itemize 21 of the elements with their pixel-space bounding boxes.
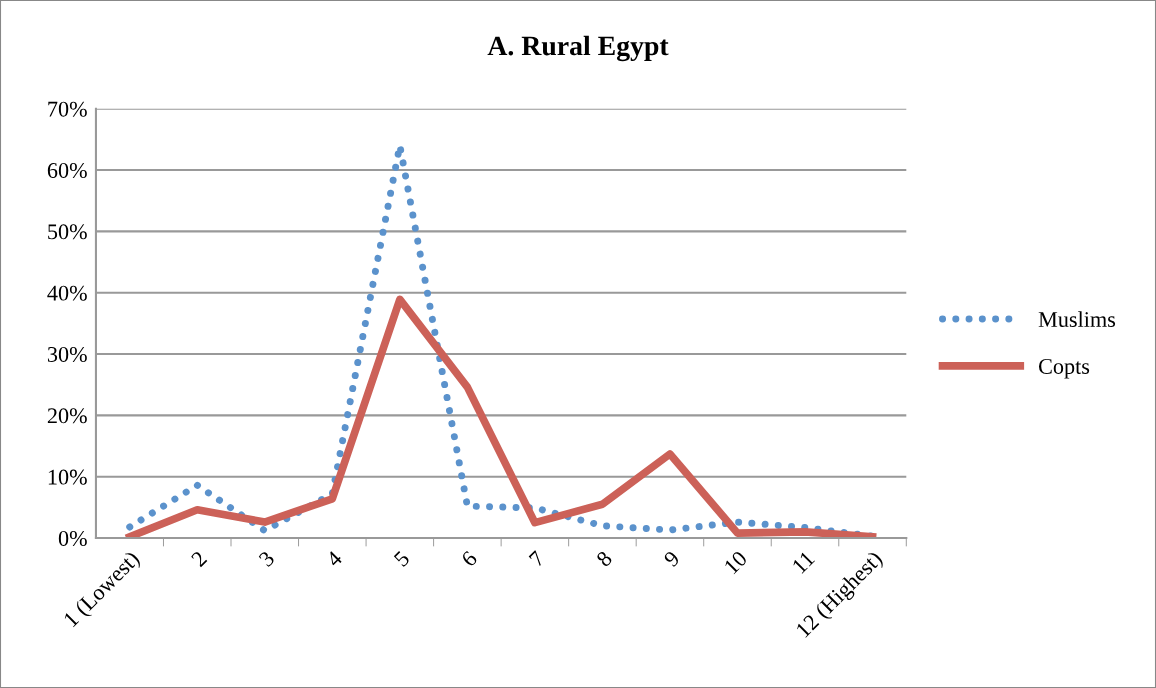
x-tick-label: 3 — [258, 550, 276, 568]
y-tick-label: 70% — [48, 101, 87, 117]
x-tick-label: 5 — [393, 550, 411, 568]
x-tick-label: 9 — [663, 550, 681, 568]
y-tick-label: 10% — [48, 469, 87, 485]
y-tick-label: 50% — [48, 224, 87, 240]
x-tick-label: 7 — [528, 550, 546, 567]
x-tick-label: 8 — [595, 550, 613, 568]
x-tick-label: 11 — [791, 550, 815, 574]
x-tick-label: 6 — [460, 550, 478, 568]
x-tick-label: 4 — [325, 549, 343, 568]
legend-label: Copts — [1038, 359, 1090, 379]
x-tick-label: 10 — [723, 550, 748, 575]
y-tick-label: 20% — [47, 408, 87, 424]
legend-label: Muslims — [1038, 311, 1116, 327]
x-tick-label: 2 — [190, 550, 208, 568]
y-tick-label: 40% — [47, 285, 87, 301]
chart-title: A. Rural Egypt — [487, 35, 669, 62]
y-tick-label: 60% — [47, 162, 87, 179]
y-tick-label: 0% — [58, 530, 87, 547]
y-tick-label: 30% — [47, 346, 87, 363]
